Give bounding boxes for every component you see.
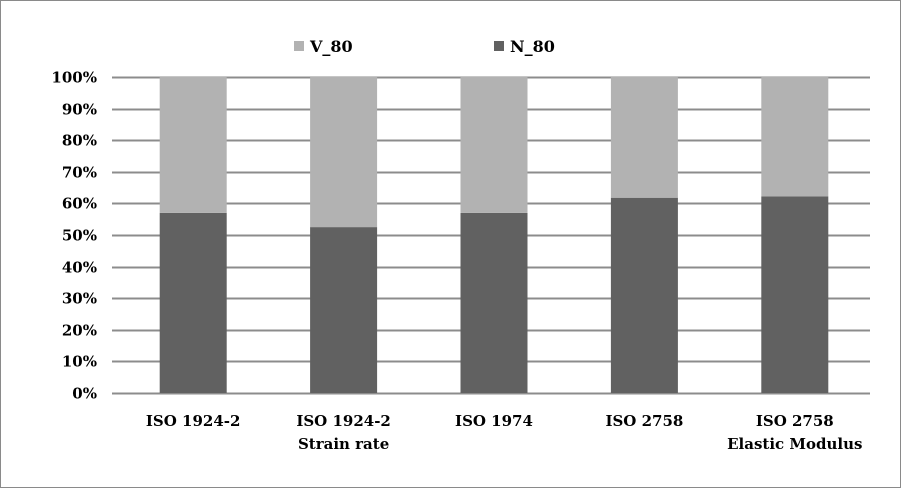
y-tick-label: 90% [62,101,97,119]
bar-v-80 [610,77,678,198]
bar-n-80 [159,212,227,393]
legend-swatch-n-80 [494,41,504,51]
legend-swatch-v-80 [294,41,304,51]
bar-v-80 [159,77,227,213]
x-axis-ticks: ISO 1924-2 ISO 1924-2 Strain rate ISO 1974 I… [146,412,863,453]
legend-label: N_80 [510,37,555,56]
legend: V_80 N_80 [294,37,555,56]
x-tick-label: ISO 1974 [455,412,533,430]
bar-n-80 [310,227,378,393]
y-tick-label: 60% [62,195,97,213]
y-tick-label: 100% [51,69,97,87]
y-tick-label: 0% [72,385,97,403]
x-tick-label: Elastic Modulus [727,435,862,453]
y-axis-ticks: 0% 10% 20% 30% 40% 50% 60% 70% 80% 90% 100% [51,69,97,403]
y-tick-label: 70% [62,164,97,182]
x-tick-label: ISO 1924-2 [296,412,391,430]
x-tick-label: ISO 2758 [756,412,834,430]
bar-n-80 [460,212,528,393]
bar-v-80 [310,77,378,228]
bars [159,77,829,393]
legend-label: V_80 [309,37,353,56]
y-tick-label: 20% [62,322,97,340]
x-tick-label: ISO 2758 [605,412,683,430]
x-tick-label: ISO 1924-2 [146,412,241,430]
y-tick-label: 50% [62,227,97,245]
y-tick-label: 10% [62,353,97,371]
bar-v-80 [460,77,528,213]
y-tick-label: 80% [62,132,97,150]
bar-v-80 [761,77,829,197]
x-tick-label: Strain rate [298,435,389,453]
bar-n-80 [610,197,678,393]
y-tick-label: 30% [62,290,97,308]
bar-n-80 [761,196,829,393]
y-tick-label: 40% [62,259,97,277]
